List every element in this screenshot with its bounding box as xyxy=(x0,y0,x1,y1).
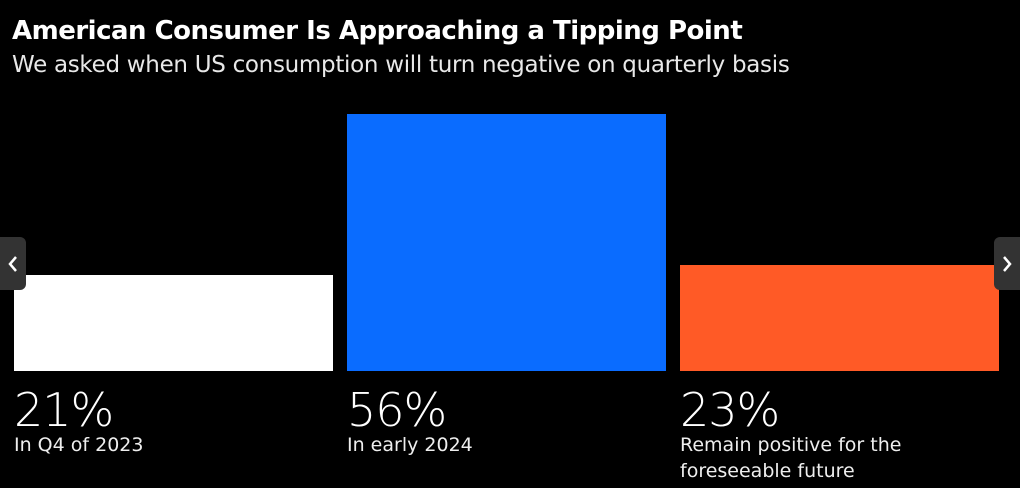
chevron-left-icon xyxy=(8,255,17,272)
bar xyxy=(680,265,999,371)
data-label: 23% xyxy=(680,383,780,437)
bar xyxy=(14,274,333,371)
category-label: In early 2024 xyxy=(347,434,473,456)
data-label: 21% xyxy=(14,383,114,437)
category-label: Remain positive for the foreseeable futu… xyxy=(680,434,902,482)
previous-button[interactable] xyxy=(0,237,26,290)
data-label: 56% xyxy=(347,383,447,437)
next-button[interactable] xyxy=(994,237,1020,290)
chart-title: American Consumer Is Approaching a Tippi… xyxy=(12,16,743,46)
chevron-right-icon xyxy=(1003,255,1012,272)
category-label: In Q4 of 2023 xyxy=(14,434,144,456)
bar xyxy=(347,114,666,371)
chart-subtitle: We asked when US consumption will turn n… xyxy=(12,52,790,78)
